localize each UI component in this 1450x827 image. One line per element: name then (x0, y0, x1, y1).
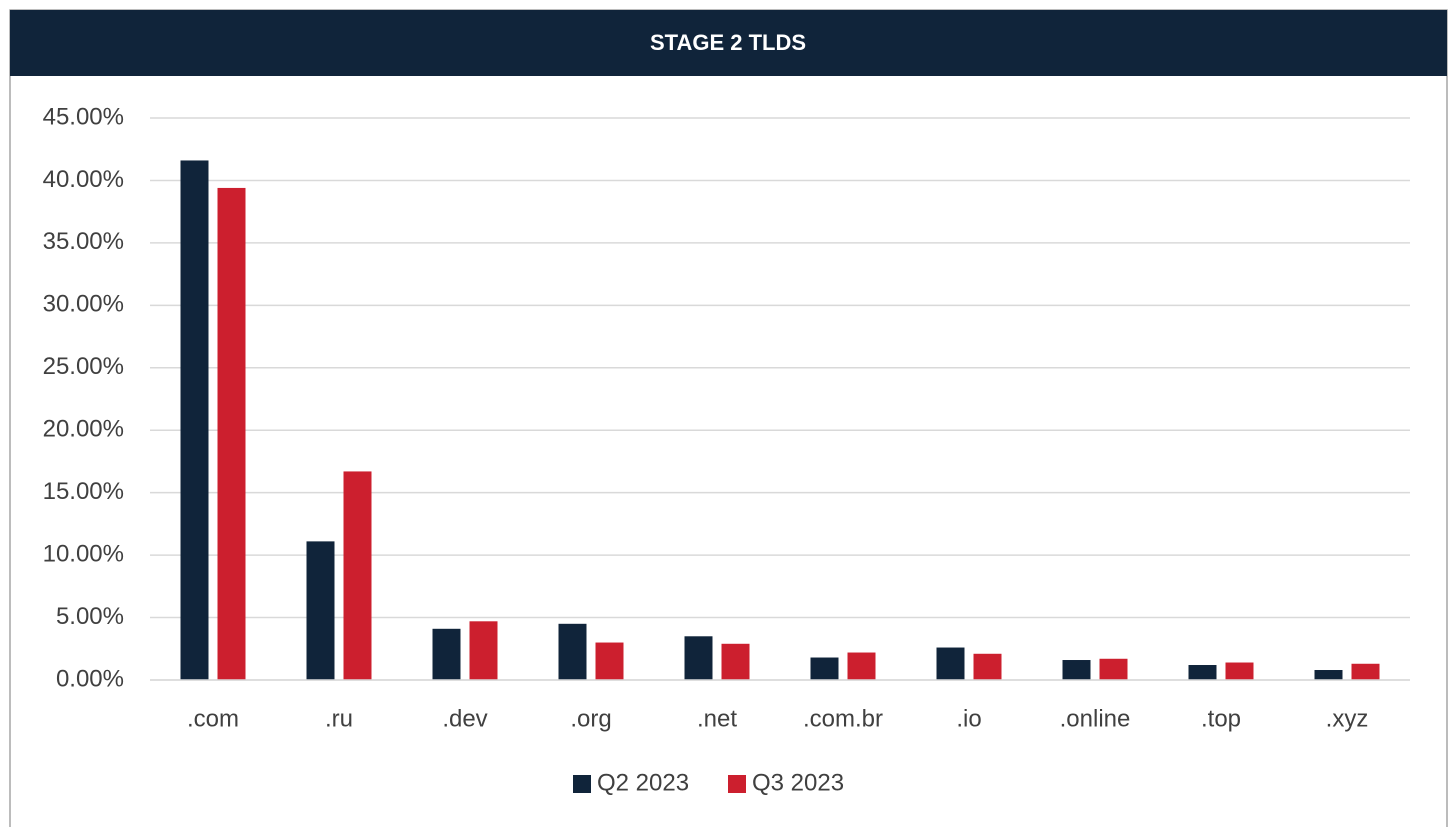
bar (1225, 662, 1254, 680)
bar (558, 623, 587, 680)
bar (1351, 663, 1380, 680)
header-bar (10, 10, 1447, 76)
legend-swatch (728, 775, 746, 793)
bar (1188, 665, 1217, 680)
legend-label: Q3 2023 (752, 769, 844, 796)
y-tick-label: 40.00% (43, 166, 124, 193)
bar (469, 621, 498, 680)
x-tick-label: .net (697, 705, 737, 732)
chart-frame (9, 9, 1448, 827)
y-tick-label: 15.00% (43, 478, 124, 505)
bar (432, 628, 461, 680)
bar (595, 642, 624, 680)
bar (217, 187, 246, 680)
bar (684, 636, 713, 680)
bar (306, 541, 335, 680)
y-tick-label: 20.00% (43, 416, 124, 443)
x-tick-label: .ru (325, 705, 353, 732)
bar (847, 652, 876, 680)
x-tick-label: .org (570, 705, 611, 732)
bar (180, 160, 209, 680)
y-tick-label: 10.00% (43, 540, 124, 567)
legend-swatch (573, 775, 591, 793)
chart-title: STAGE 2 TLDS (650, 30, 806, 55)
x-tick-label: .top (1201, 705, 1241, 732)
bar (343, 471, 372, 680)
bar (721, 643, 750, 680)
x-tick-label: .io (956, 705, 981, 732)
bar (1099, 658, 1128, 680)
x-tick-label: .dev (442, 705, 487, 732)
y-tick-label: 45.00% (43, 103, 124, 130)
x-tick-label: .online (1060, 705, 1131, 732)
x-tick-label: .xyz (1326, 705, 1369, 732)
bar (973, 653, 1002, 680)
bar (936, 647, 965, 680)
y-tick-label: 0.00% (56, 665, 124, 692)
y-tick-label: 35.00% (43, 228, 124, 255)
y-tick-label: 25.00% (43, 353, 124, 380)
bar (810, 657, 839, 680)
bar (1062, 660, 1091, 680)
bar (1314, 670, 1343, 680)
legend-label: Q2 2023 (597, 769, 689, 796)
x-tick-label: .com (187, 705, 239, 732)
y-tick-label: 5.00% (56, 603, 124, 630)
x-tick-label: .com.br (803, 705, 883, 732)
y-tick-label: 30.00% (43, 291, 124, 318)
